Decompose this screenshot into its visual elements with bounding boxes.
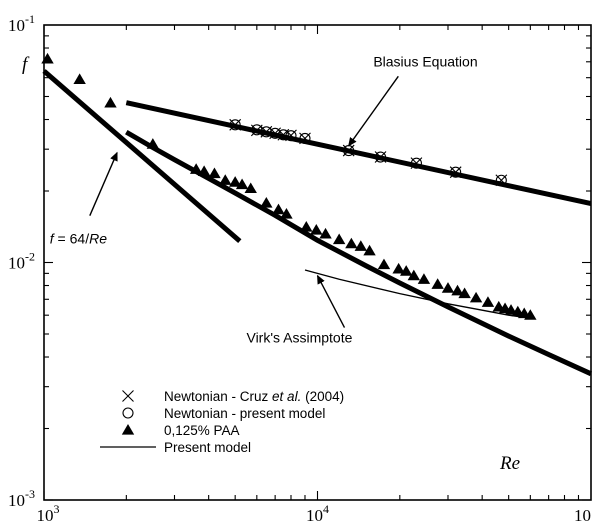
triangle-data-point [458, 287, 471, 299]
triangle-data-point [228, 176, 242, 187]
circle-data-point [450, 166, 462, 178]
triangle-data-point [451, 284, 464, 296]
triangle-data-point [504, 304, 518, 315]
triangle-data-point [417, 273, 431, 284]
triangle-data-point [189, 163, 203, 174]
curves [42, 69, 593, 377]
triangle-data-point [407, 269, 421, 281]
plot-frame [43, 24, 592, 501]
curve-present-model [304, 269, 535, 320]
annotation-arrow [348, 75, 399, 147]
triangle-data-point [354, 240, 368, 251]
legend-label: Newtonian - Cruz et al. (2004) [164, 389, 344, 404]
triangle-data-point [104, 96, 117, 108]
curve-blasius-equation [125, 100, 592, 207]
circle-data-point [277, 129, 289, 141]
triangle-data-point [363, 244, 376, 256]
legend-circle-marker [122, 407, 134, 419]
triangle-data-point [399, 265, 413, 276]
triangle-data-point [332, 233, 346, 245]
annotation-label: Virk's Assimptote [246, 330, 352, 346]
triangle-data-point [260, 197, 273, 208]
curve-virk-s-assimptote [125, 129, 593, 377]
triangle-data-point [345, 237, 358, 249]
tick-labels: 103 104 10 10-1 10-2 10-3 [8, 12, 591, 525]
legend-triangle-marker [121, 424, 135, 435]
triangle-data-point [441, 282, 455, 293]
y-tick-label: 10-2 [8, 250, 35, 273]
triangle-data-point [377, 258, 391, 270]
triangle-data-point [392, 262, 405, 274]
triangle-data-point [146, 138, 160, 149]
triangle-data-point [431, 278, 444, 289]
triangle-data-point [219, 174, 232, 185]
annotation-arrow [89, 151, 118, 216]
annotations: Blasius Equation f = 64/Re Virk's Assimpto… [50, 53, 478, 345]
y-tick-label: 10-3 [8, 487, 35, 510]
triangle-data-point [280, 208, 293, 219]
legend-label: 0,125% PAA [164, 423, 240, 438]
annotation-label: f = 64/Re [50, 231, 107, 247]
triangle-data-point [272, 203, 285, 215]
triangle-data-point [300, 221, 313, 232]
legend: Newtonian - Cruz et al. (2004) Newtonian … [100, 389, 344, 455]
curve-f-64-re [42, 69, 242, 243]
triangle-data-point [73, 73, 86, 85]
annotation-label: Blasius Equation [373, 53, 477, 69]
triangle-data-point [524, 309, 537, 320]
circle-data-point [410, 157, 422, 169]
triangle-data-point [244, 182, 257, 194]
triangle-data-point [235, 178, 249, 190]
legend-label: Newtonian - present model [164, 406, 325, 421]
circle-data-point [495, 174, 507, 186]
x-tick-label: 104 [306, 502, 329, 525]
circle-data-point [299, 132, 311, 144]
x-tick-label: 103 [37, 502, 60, 525]
y-axis-label: f [22, 54, 30, 75]
triangle-data-point [319, 227, 332, 239]
circle-data-point [374, 151, 387, 163]
triangle-data-point [310, 224, 323, 235]
triangle-data-point [197, 165, 211, 176]
legend-cross-marker [122, 390, 134, 402]
x-tick-label: 10 [574, 506, 591, 525]
triangle-data-point [481, 296, 495, 307]
circle-data-point [269, 127, 281, 139]
circle-data-point [229, 119, 241, 131]
legend-label: Present model [164, 440, 251, 455]
triangle-data-point [469, 291, 483, 303]
annotation-arrow [316, 274, 346, 328]
circle-data-point [285, 130, 297, 142]
triangle-data-point [208, 167, 221, 179]
y-tick-label: 10-1 [8, 12, 35, 35]
circle-data-point [260, 126, 272, 138]
triangle-data-point [41, 52, 54, 64]
x-axis-label: Re [499, 453, 520, 474]
